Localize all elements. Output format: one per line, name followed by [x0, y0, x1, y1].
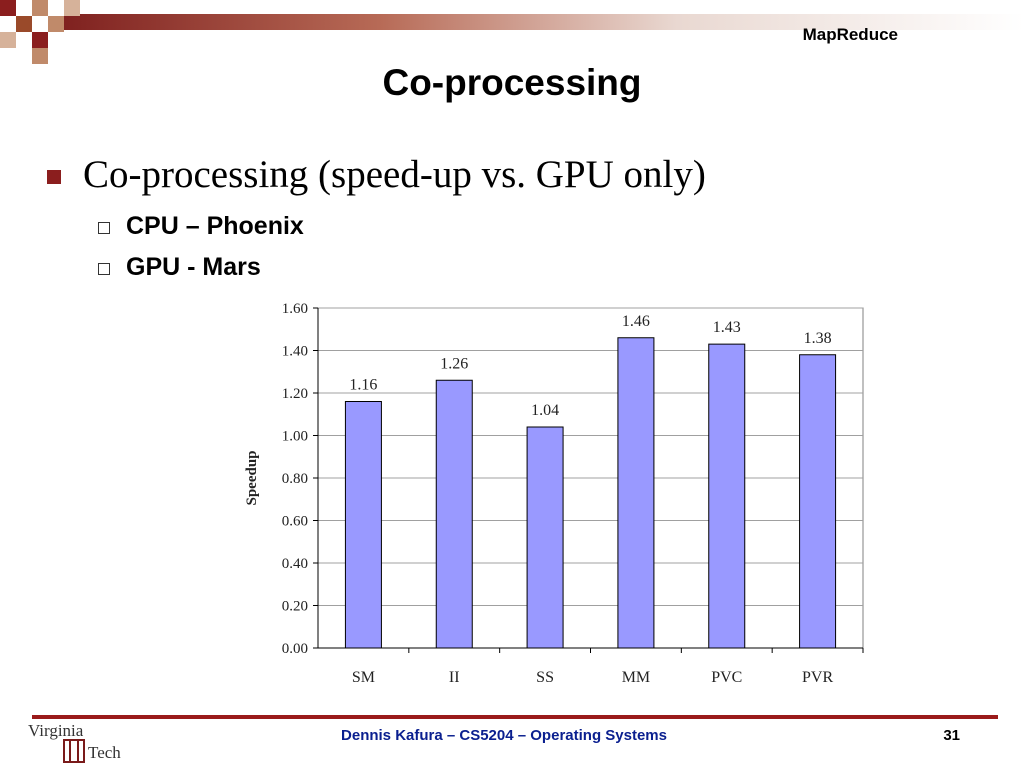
- y-tick-label: 1.00: [282, 429, 308, 445]
- square-bullet-icon: [47, 169, 61, 184]
- speedup-bar-chart: 0.00 0.20 0.40 0.60 0.80 1.00 1.20 1.40 1.60 Spee…: [244, 301, 864, 686]
- y-tick-label: 1.40: [282, 344, 308, 360]
- logo-line1: Virginia: [28, 721, 84, 740]
- bar-ii: [435, 379, 473, 649]
- footer-rule: [32, 715, 998, 719]
- bar-value-label: 1.04: [531, 402, 559, 419]
- bar-value-label: 1.46: [622, 313, 650, 330]
- bullet-main: Co-processing (speed-up vs. GPU only): [47, 152, 706, 197]
- sub-bullet-text: CPU – Phoenix: [126, 212, 304, 240]
- x-tick-label: SM: [352, 669, 375, 686]
- bar-pvc: [708, 343, 746, 649]
- bullet-main-text: Co-processing (speed-up vs. GPU only): [83, 153, 706, 196]
- hollow-square-bullet-icon: [98, 221, 110, 234]
- hollow-square-bullet-icon: [98, 262, 110, 275]
- y-tick-label: 0.60: [282, 514, 308, 530]
- bar-ss: [526, 426, 564, 649]
- bar-sm: [344, 401, 382, 649]
- bar-value-label: 1.43: [713, 319, 741, 336]
- bar-value-label: 1.38: [804, 330, 832, 347]
- sub-bullet-text: GPU - Mars: [126, 253, 261, 281]
- x-tick-label: II: [449, 669, 460, 686]
- y-tick-label: 1.60: [282, 301, 308, 317]
- y-tick-label: 0.80: [282, 471, 308, 487]
- x-tick-label: MM: [622, 669, 650, 686]
- x-tick-label: PVC: [711, 669, 742, 686]
- y-tick-label: 1.20: [282, 386, 308, 402]
- bar-pvr: [799, 354, 837, 649]
- page-number: 31: [943, 727, 960, 744]
- y-axis-label: Speedup: [244, 450, 260, 505]
- sub-bullet-cpu: CPU – Phoenix: [98, 212, 304, 241]
- footer-text: Dennis Kafura – CS5204 – Operating Syste…: [341, 727, 667, 744]
- x-tick-label: PVR: [802, 669, 833, 686]
- virginia-tech-logo-icon: Virginia Tech: [28, 721, 121, 763]
- sub-bullet-gpu: GPU - Mars: [98, 253, 261, 282]
- bar-value-label: 1.16: [349, 377, 377, 394]
- bar-value-label: 1.26: [440, 355, 468, 372]
- y-tick-label: 0.20: [282, 599, 308, 615]
- checker-logo-icon: [0, 0, 96, 64]
- logo-line2: Tech: [88, 743, 121, 762]
- y-tick-label: 0.00: [282, 641, 308, 657]
- y-tick-label: 0.40: [282, 556, 308, 572]
- header-gradient-bar: [32, 14, 1024, 30]
- x-tick-label: SS: [536, 669, 554, 686]
- slide-title: Co-processing: [382, 62, 642, 103]
- bar-mm: [617, 337, 655, 649]
- header-label: MapReduce: [802, 25, 898, 44]
